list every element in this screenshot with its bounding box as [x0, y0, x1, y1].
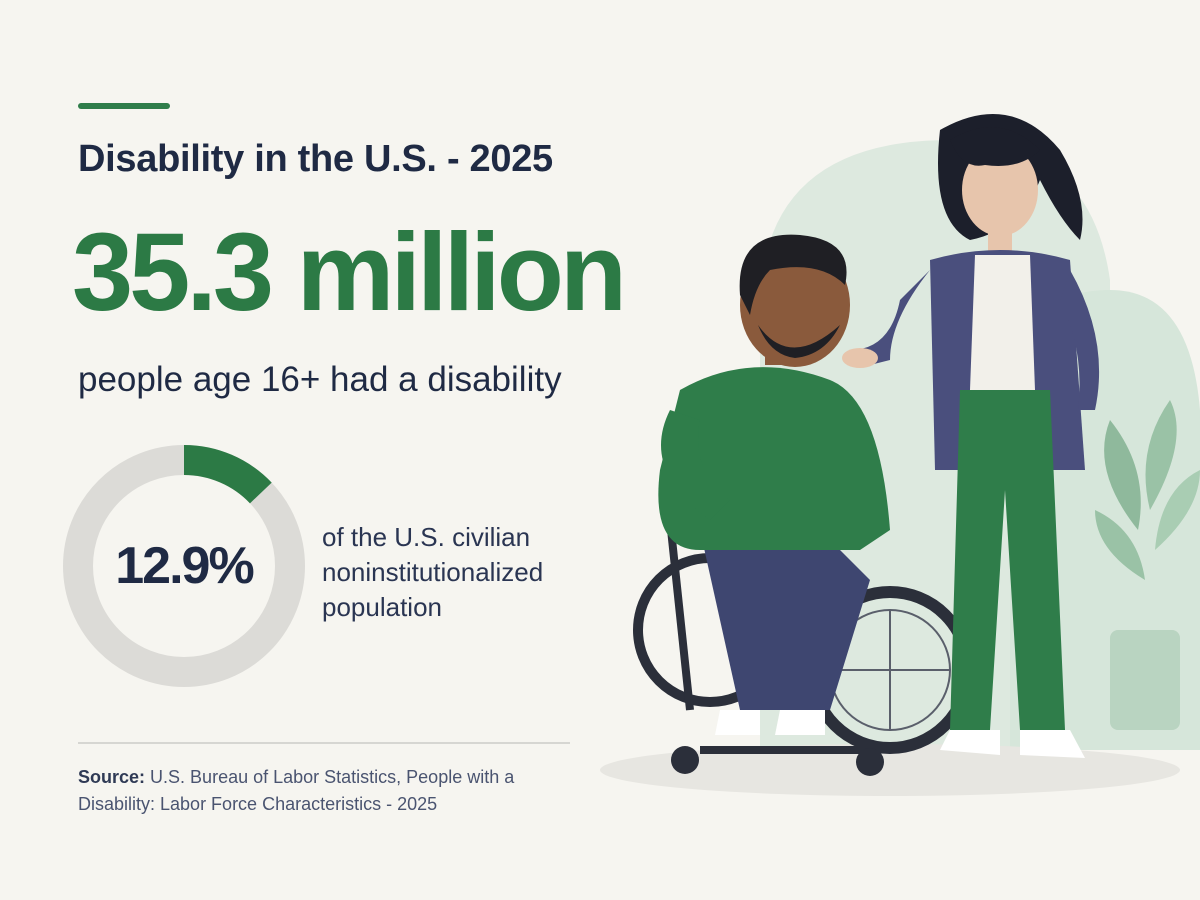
- source-text: U.S. Bureau of Labor Statistics, People …: [78, 767, 515, 814]
- source-citation: Source: U.S. Bureau of Labor Statistics,…: [78, 764, 548, 818]
- woman-figure: [842, 114, 1100, 758]
- page-title: Disability in the U.S. - 2025: [78, 138, 553, 180]
- people-illustration: [600, 114, 1200, 796]
- accent-bar: [78, 103, 170, 109]
- percentage-description-line: of the U.S. civilian: [322, 522, 531, 552]
- headline-stat-value: 35.3 million: [72, 211, 627, 334]
- donut-percentage-label: 12.9%: [115, 537, 254, 595]
- donut-progress-arc: [63, 445, 305, 687]
- plant-icon: [1095, 400, 1200, 730]
- source-label: Source:: [78, 767, 146, 787]
- percentage-description-line: population: [322, 591, 442, 622]
- headline-stat-description: people age 16+ had a disability: [78, 360, 562, 399]
- divider: [78, 742, 570, 744]
- percentage-description: of the U.S. civilian noninstitutionalize…: [322, 520, 543, 624]
- man-figure: [658, 234, 890, 735]
- floor-shadow: [600, 744, 1180, 796]
- percentage-donut-chart: [63, 445, 305, 687]
- percentage-description-line: noninstitutionalized: [322, 556, 544, 587]
